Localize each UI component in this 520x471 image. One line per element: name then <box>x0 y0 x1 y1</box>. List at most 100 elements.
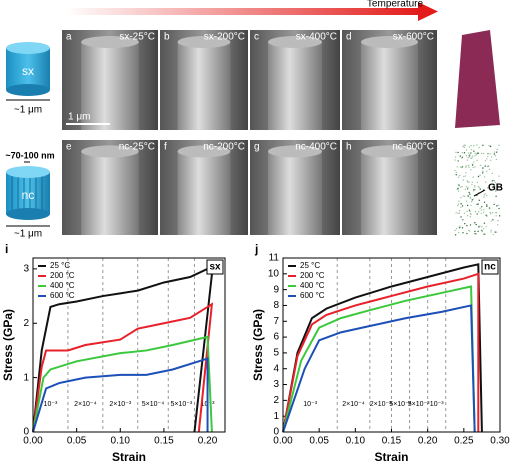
cloud-dot <box>455 174 457 176</box>
stress-strain-curve <box>282 272 480 433</box>
cloud-dot <box>463 146 466 149</box>
x-axis-label: Strain <box>374 450 408 464</box>
y-tick-label: 0 <box>23 427 29 438</box>
cloud-dot <box>459 225 461 227</box>
cloud-dot <box>463 212 466 215</box>
cloud-dot <box>478 186 480 189</box>
cloud-dot <box>487 153 489 155</box>
pillar-top <box>177 36 231 48</box>
legend-label: 200 °C <box>50 271 75 280</box>
cloud-dot <box>462 219 464 221</box>
cloud-dot <box>484 193 487 195</box>
cloud-dot <box>470 204 472 207</box>
arrow-label: Temperature <box>367 0 424 10</box>
y-tick-label: 1 <box>273 411 279 422</box>
cloud-dot <box>468 209 471 211</box>
cloud-dot <box>467 181 469 183</box>
cloud-dot <box>498 175 500 177</box>
cloud-dot <box>486 204 488 206</box>
cloud-dot <box>480 152 483 155</box>
nc-reconstruction <box>454 144 501 236</box>
cloud-dot <box>495 195 497 198</box>
y-tick-label: 1 <box>23 372 29 383</box>
cloud-dot <box>490 159 492 162</box>
pillar-top <box>268 36 322 48</box>
cloud-dot <box>455 228 458 230</box>
cloud-dot <box>488 145 490 147</box>
sx-schematic <box>6 42 50 101</box>
cloud-dot <box>466 180 468 182</box>
cloud-dot <box>455 171 458 174</box>
cloud-dot <box>478 211 480 213</box>
cloud-dot <box>496 148 498 151</box>
y-tick-label: 8 <box>273 300 279 311</box>
cloud-dot <box>475 223 477 226</box>
cloud-dot <box>476 203 478 206</box>
cloud-dot <box>457 190 460 192</box>
stress-strain-curve <box>32 357 209 433</box>
scale-bar-label: 1 μm <box>68 112 90 123</box>
cloud-dot <box>486 187 489 189</box>
y-tick-label: 3 <box>273 379 279 390</box>
cloud-dot <box>489 208 491 210</box>
pillar <box>177 42 231 130</box>
cloud-dot <box>495 190 497 192</box>
cloud-dot <box>464 222 466 225</box>
cloud-dot <box>458 212 461 214</box>
cloud-dot <box>460 203 462 205</box>
y-tick-label: 11 <box>269 253 280 264</box>
cloud-dot <box>469 193 471 195</box>
x-tick-label: 0.00 <box>23 436 43 447</box>
cloud-dot <box>493 179 496 182</box>
sx-reconstruction <box>455 30 500 128</box>
cloud-dot <box>461 205 464 207</box>
x-tick-label: 0.25 <box>454 436 474 447</box>
pillar <box>81 151 139 235</box>
cloud-dot <box>468 166 470 169</box>
pillar-top <box>81 36 139 48</box>
cloud-dot <box>460 206 462 208</box>
cloud-dot <box>473 150 475 152</box>
cloud-dot <box>481 229 483 232</box>
cloud-dot <box>483 233 486 235</box>
cloud-dot <box>470 213 472 215</box>
cloud-dot <box>466 188 469 190</box>
cloud-dot <box>490 229 492 231</box>
cloud-dot <box>457 203 460 205</box>
cloud-dot <box>479 188 481 190</box>
cloud-dot <box>459 226 461 229</box>
panel-letter: a <box>66 32 72 43</box>
cloud-dot <box>483 176 486 178</box>
cloud-dot <box>487 155 489 158</box>
cloud-dot <box>479 207 481 210</box>
panel-letter: e <box>66 142 72 153</box>
cloud-dot <box>458 209 461 212</box>
cloud-dot <box>474 152 476 154</box>
cloud-dot <box>491 211 494 214</box>
cloud-dot <box>459 155 461 157</box>
pillar-top <box>361 145 418 158</box>
cloud-dot <box>460 216 462 218</box>
cloud-dot <box>471 181 473 183</box>
stress-strain-curve <box>282 304 476 433</box>
cloud-dot <box>465 155 468 157</box>
cloud-dot <box>466 210 468 213</box>
cloud-dot <box>491 156 493 158</box>
cloud-dot <box>463 175 465 178</box>
cloud-dot <box>490 213 492 215</box>
cloud-dot <box>498 144 500 147</box>
cloud-dot <box>489 211 491 214</box>
panel-letter: c <box>254 32 259 43</box>
cloud-dot <box>466 204 469 207</box>
cloud-dot <box>495 151 498 153</box>
panel-label: nc-25°C <box>119 142 155 153</box>
cloud-dot <box>476 159 478 162</box>
panel-label: sx-400°C <box>296 32 337 43</box>
x-axis-label: Strain <box>112 450 146 464</box>
cloud-dot <box>474 233 476 235</box>
cloud-dot <box>465 149 468 151</box>
cloud-dot <box>474 184 476 187</box>
cloud-dot <box>463 152 466 154</box>
rate-label: 5×10⁻³ <box>170 401 192 408</box>
rate-label: 10⁻³ <box>44 401 58 408</box>
